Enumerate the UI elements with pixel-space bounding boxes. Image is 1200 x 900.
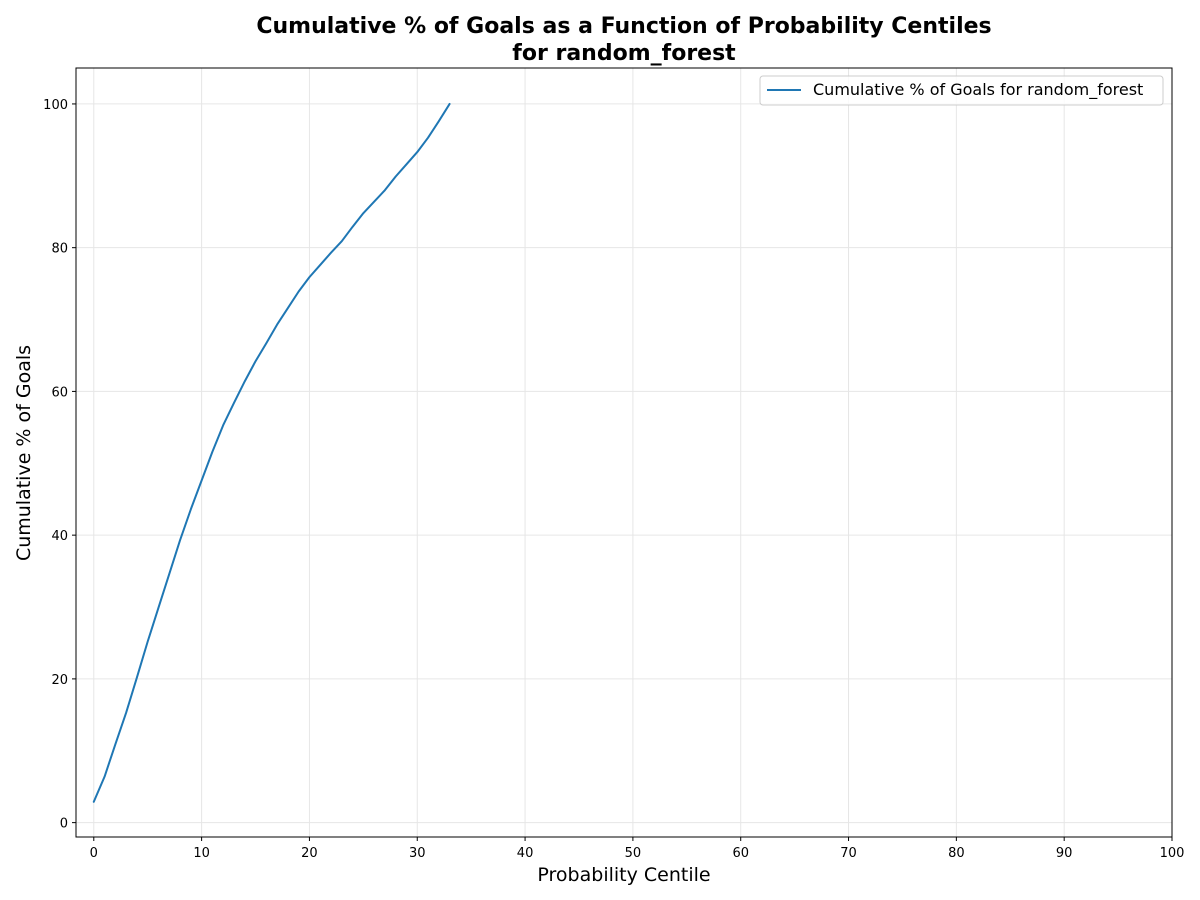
x-tick-label: 80 — [948, 846, 965, 861]
x-tick-label: 40 — [517, 846, 534, 861]
grid-layer — [76, 68, 1173, 837]
y-tick-label: 100 — [43, 98, 68, 113]
y-tick-label: 40 — [51, 529, 68, 544]
x-tick-label: 10 — [193, 846, 210, 861]
legend-box — [759, 75, 1164, 106]
series-line — [92, 102, 451, 803]
y-tick-label: 80 — [51, 242, 68, 257]
y-tick-label: 60 — [51, 385, 68, 400]
x-tick-label: 20 — [301, 846, 318, 861]
x-tick-label: 50 — [625, 846, 642, 861]
x-tick-label: 0 — [90, 846, 98, 861]
y-axis-label: Cumulative % of Goals — [13, 345, 35, 561]
y-tick-label: 0 — [60, 817, 68, 832]
tick-layer: 0 10 20 30 40 50 60 70 80 90 100 0 20 40 60 80 100 — [43, 98, 1184, 861]
series-layer — [92, 102, 451, 803]
plot-frame — [75, 67, 1173, 838]
x-tick-label: 30 — [409, 846, 426, 861]
x-tick-label: 70 — [840, 846, 857, 861]
x-tick-label: 100 — [1160, 846, 1185, 861]
legend: Cumulative % of Goals for random_forest — [759, 75, 1164, 106]
legend-label: Cumulative % of Goals for random_forest — [813, 80, 1143, 100]
x-axis-label: Probability Centile — [537, 864, 710, 886]
x-tick-label: 60 — [732, 846, 749, 861]
chart-title: Cumulative % of Goals as a Function of P… — [256, 14, 991, 39]
x-tick-label: 90 — [1056, 846, 1073, 861]
y-tick-label: 20 — [51, 673, 68, 688]
chart-subtitle: for random_forest — [512, 41, 736, 66]
